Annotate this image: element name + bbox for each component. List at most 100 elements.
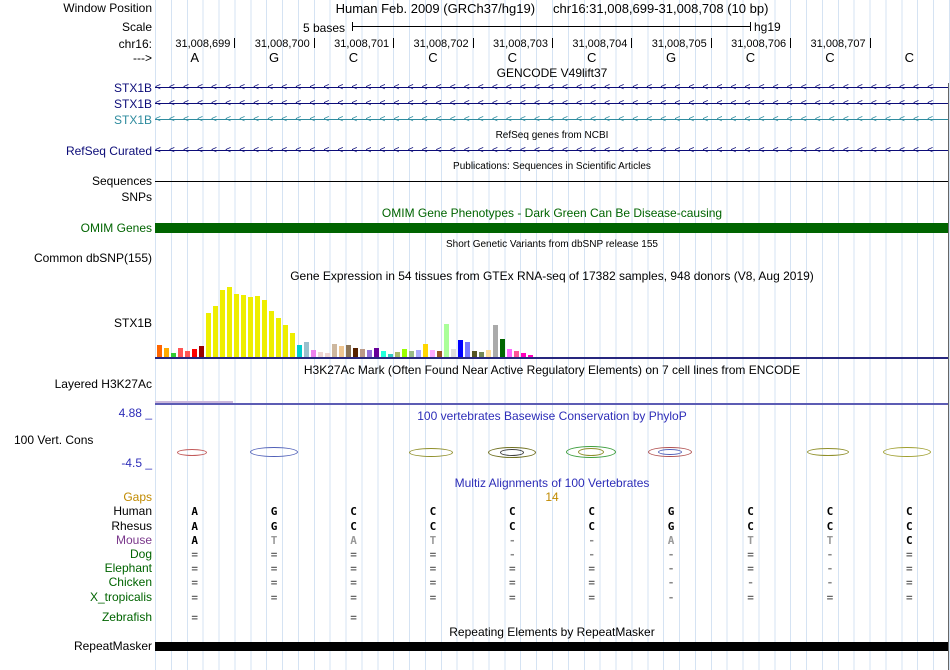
repeatmasker-bar[interactable]: [155, 642, 948, 651]
alignment-cell[interactable]: -: [667, 548, 675, 561]
gtex-tissue-bar[interactable]: [444, 324, 449, 358]
gtex-tissue-bar[interactable]: [493, 325, 498, 358]
gtex-tissue-bar[interactable]: [178, 348, 183, 358]
alignment-cell[interactable]: =: [826, 591, 834, 604]
sequences-track-line[interactable]: [155, 181, 948, 182]
gtex-tissue-bar[interactable]: [388, 354, 393, 358]
ruler-base[interactable]: G: [666, 50, 677, 65]
ruler-coordinate[interactable]: 31,008,705: [651, 38, 707, 50]
alignment-cell[interactable]: =: [270, 548, 278, 561]
alignment-cell[interactable]: C: [508, 520, 516, 533]
gtex-tissue-bar[interactable]: [290, 333, 295, 358]
alignment-cell[interactable]: C: [905, 534, 913, 547]
ruler-base[interactable]: C: [586, 50, 597, 65]
gtex-tissue-bar[interactable]: [248, 297, 253, 358]
gtex-tissue-bar[interactable]: [255, 296, 260, 358]
alignment-cell[interactable]: =: [270, 591, 278, 604]
alignment-cell[interactable]: -: [826, 548, 834, 561]
gtex-tissue-bar[interactable]: [360, 349, 365, 358]
alignment-cell[interactable]: =: [429, 576, 437, 589]
alignment-cell[interactable]: =: [350, 611, 357, 624]
alignment-cell[interactable]: =: [270, 562, 278, 575]
gtex-tissue-bar[interactable]: [374, 348, 379, 358]
gtex-tissue-bar[interactable]: [472, 351, 477, 358]
conservation-glyph[interactable]: [807, 448, 849, 456]
alignment-cell[interactable]: =: [350, 548, 357, 561]
gtex-tissue-bar[interactable]: [346, 345, 351, 358]
gtex-tissue-bar[interactable]: [311, 350, 316, 358]
alignment-cell[interactable]: =: [350, 591, 357, 604]
gtex-tissue-bar[interactable]: [262, 300, 267, 358]
gencode-transcript-line[interactable]: <<<<<<<<<<<<<<<<<<<<<<<<<<<<<<<<<<<<<<<<…: [155, 98, 948, 109]
gtex-tissue-bar[interactable]: [402, 349, 407, 358]
alignment-cell[interactable]: =: [905, 591, 913, 604]
alignment-cell[interactable]: -: [667, 562, 675, 575]
gtex-tissue-bar[interactable]: [220, 290, 225, 358]
gencode-transcript-line[interactable]: <<<<<<<<<<<<<<<<<<<<<<<<<<<<<<<<<<<<<<<<…: [155, 114, 948, 125]
alignment-cell[interactable]: C: [747, 505, 754, 518]
conservation-glyph[interactable]: [578, 448, 604, 456]
ruler-base[interactable]: C: [428, 50, 438, 65]
alignment-cell[interactable]: =: [270, 576, 278, 589]
gtex-tissue-bar[interactable]: [430, 350, 435, 358]
ruler-coordinate[interactable]: 31,008,706: [731, 38, 787, 50]
alignment-cell[interactable]: A: [191, 534, 198, 547]
conservation-glyph[interactable]: [409, 447, 453, 457]
gtex-tissue-bar[interactable]: [353, 348, 358, 358]
gtex-tissue-bar[interactable]: [486, 350, 491, 358]
conservation-glyph[interactable]: [250, 447, 298, 457]
gtex-tissue-bar[interactable]: [206, 313, 211, 358]
ruler-base[interactable]: A: [190, 50, 200, 65]
gtex-tissue-bar[interactable]: [332, 344, 337, 358]
alignment-cell[interactable]: G: [270, 520, 278, 533]
ruler-coordinate[interactable]: 31,008,699: [175, 38, 231, 50]
conservation-glyph[interactable]: [488, 446, 536, 458]
gtex-tissue-bar[interactable]: [437, 351, 442, 358]
alignment-cell[interactable]: C: [826, 505, 834, 518]
ruler-coordinate[interactable]: 31,008,701: [334, 38, 390, 50]
alignment-cell[interactable]: T: [826, 534, 834, 547]
alignment-cell[interactable]: A: [191, 520, 198, 533]
alignment-cell[interactable]: T: [747, 534, 754, 547]
alignment-cell[interactable]: C: [429, 505, 437, 518]
alignment-cell[interactable]: =: [905, 548, 913, 561]
alignment-cell[interactable]: C: [905, 505, 913, 518]
conservation-glyph[interactable]: [500, 448, 524, 456]
alignment-cell[interactable]: A: [350, 534, 357, 547]
alignment-cell[interactable]: A: [191, 505, 198, 518]
ruler-base[interactable]: C: [745, 50, 756, 65]
alignment-cell[interactable]: G: [270, 505, 278, 518]
ruler-coordinate[interactable]: 31,008,707: [810, 38, 866, 50]
alignment-cell[interactable]: T: [429, 534, 437, 547]
conservation-glyph[interactable]: [177, 448, 207, 456]
gtex-tissue-bar[interactable]: [199, 346, 204, 358]
alignment-cell[interactable]: =: [747, 591, 754, 604]
gtex-tissue-bar[interactable]: [500, 339, 505, 358]
alignment-cell[interactable]: =: [747, 562, 754, 575]
ruler-base[interactable]: C: [825, 50, 835, 65]
gtex-tissue-bar[interactable]: [409, 351, 414, 358]
refseq-curated-line[interactable]: <<<<<<<<<<<<<<<<<<<<<<<<<<<<<<<<<<<<<<<<…: [155, 145, 948, 156]
conservation-glyph[interactable]: [883, 447, 931, 457]
alignment-cell[interactable]: =: [191, 576, 198, 589]
conservation-glyph[interactable]: [658, 449, 682, 455]
gtex-tissue-bar[interactable]: [283, 325, 288, 358]
alignment-cell[interactable]: -: [588, 548, 595, 561]
gtex-tissue-bar[interactable]: [416, 350, 421, 358]
ruler-coordinate[interactable]: 31,008,700: [254, 38, 310, 50]
gtex-tissue-bar[interactable]: [213, 306, 218, 358]
alignment-cell[interactable]: C: [747, 520, 754, 533]
h3k27ac-signal-line[interactable]: [155, 403, 949, 405]
alignment-cell[interactable]: C: [588, 520, 595, 533]
alignment-cell[interactable]: =: [588, 591, 595, 604]
alignment-cell[interactable]: -: [826, 562, 834, 575]
alignment-cell[interactable]: C: [905, 520, 913, 533]
gtex-expression-chart[interactable]: [157, 285, 533, 358]
alignment-cell[interactable]: -: [826, 576, 834, 589]
ruler-base[interactable]: G: [269, 50, 280, 65]
conservation-glyph[interactable]: [566, 446, 616, 458]
gtex-tissue-bar[interactable]: [185, 351, 190, 358]
gtex-tissue-bar[interactable]: [269, 311, 274, 358]
gtex-tissue-bar[interactable]: [192, 349, 197, 358]
gtex-tissue-bar[interactable]: [339, 346, 344, 358]
